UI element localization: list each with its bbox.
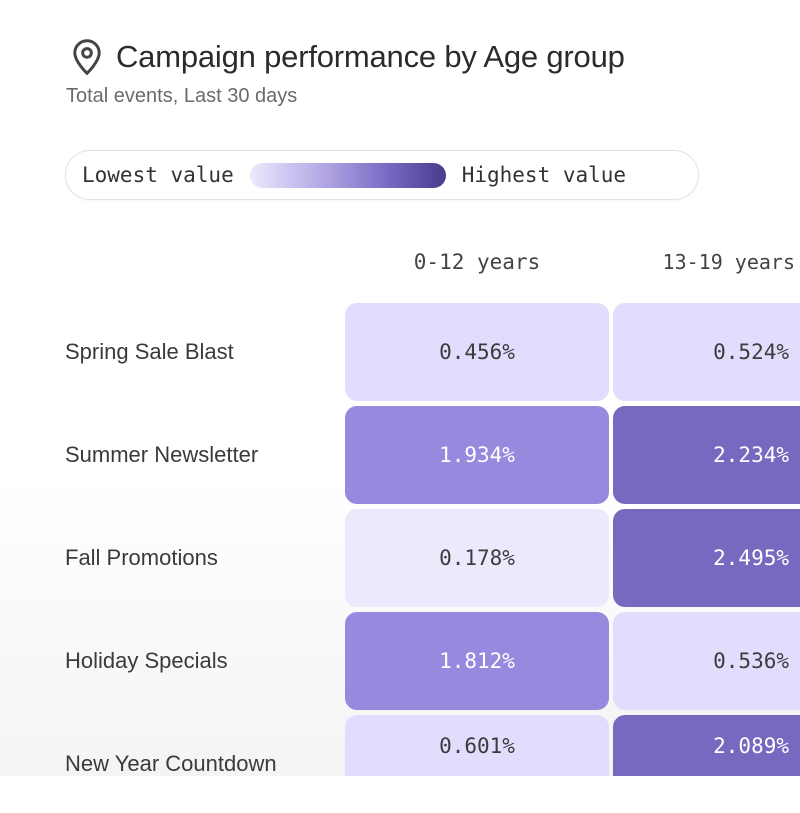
row-label: Spring Sale Blast [65,339,234,364]
heatmap-cell: 0.456% [345,303,609,401]
heatmap-cell: 2.234% [613,406,800,504]
heatmap-cell: 0.178% [345,509,609,607]
heatmap-cell: 1.812% [345,612,609,710]
row-label: Fall Promotions [65,545,218,570]
color-legend: Lowest value Highest value [65,150,699,200]
heatmap-cell: 2.495% [613,509,800,607]
row-label: Summer Newsletter [65,442,259,467]
legend-low-label: Lowest value [82,163,234,187]
chart-subtitle: Total events, Last 30 days [66,85,298,107]
heatmap-cell: 2.089% [613,715,800,776]
row-label: Holiday Specials [65,648,228,673]
column-header: 13-19 years [662,250,795,274]
heatmap-cell: 0.524% [613,303,800,401]
heatmap-cell: 0.601% [345,715,609,776]
chart-header: Campaign performance by Age group [70,38,625,76]
legend-high-label: Highest value [461,163,627,187]
column-header: 0-12 years [413,250,541,274]
heatmap-cell: 1.934% [345,406,609,504]
chart-title: Campaign performance by Age group [116,39,625,74]
row-label: New Year Countdown [65,751,277,776]
heatmap-cell: 0.536% [613,612,800,710]
legend-gradient-bar [249,162,446,188]
map-pin-icon [73,39,101,76]
